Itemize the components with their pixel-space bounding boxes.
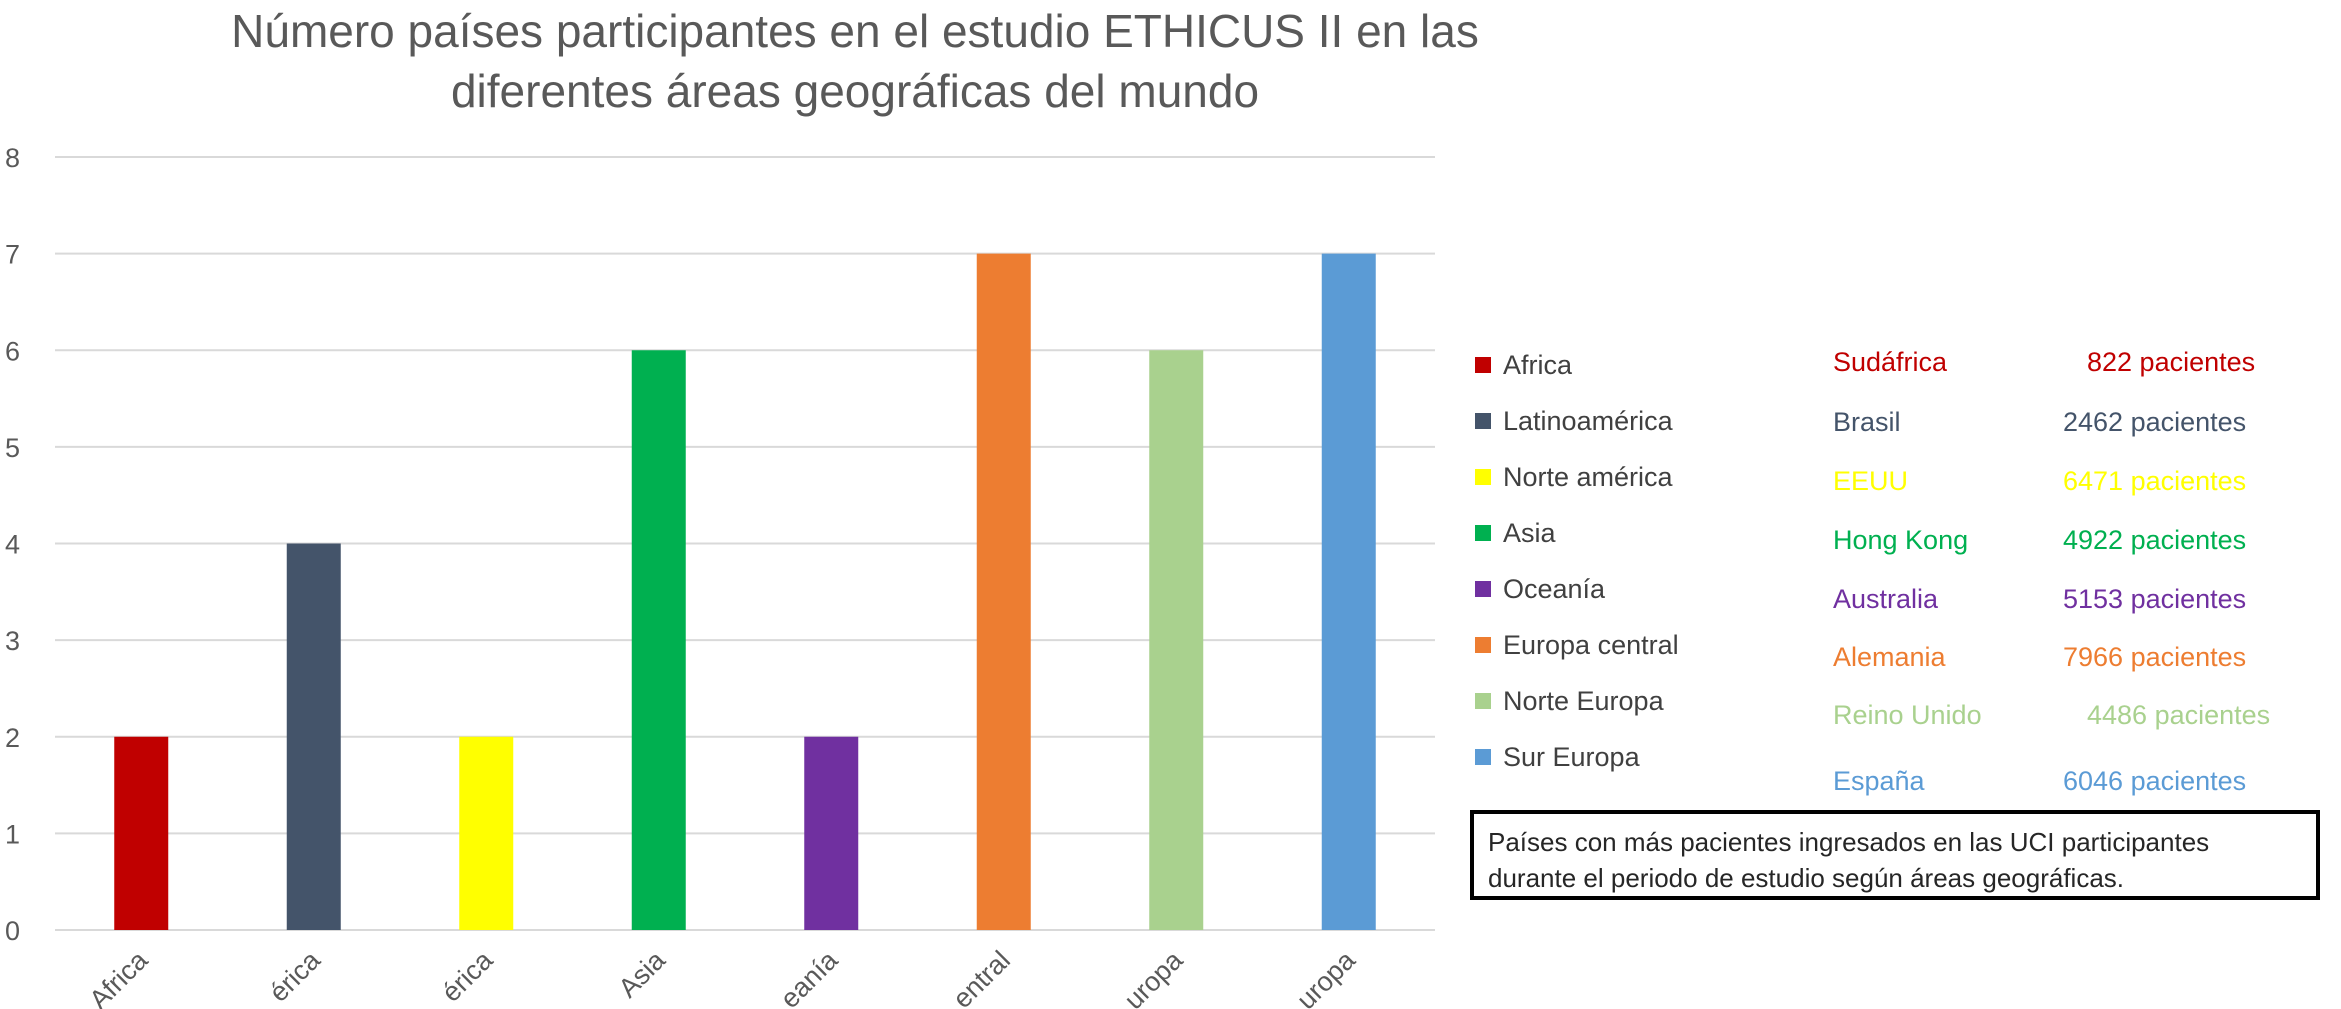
bar [976,253,1031,930]
legend-item-latinoamerica: Latinoamérica [1475,401,1673,441]
country-patients: 4486 pacientes [2087,700,2271,730]
bar [631,350,686,930]
x-tick-label: uropa [1291,944,1362,1009]
country-name: Australia [1833,584,1939,614]
y-tick-label: 3 [5,626,20,656]
x-tick-label: érica [263,944,326,1007]
bar [1149,350,1204,930]
country-patients: 6046 pacientes [2063,766,2247,796]
legend-item-oceania: Oceanía [1475,569,1605,609]
x-axis-ticks: Africa érica érica Asia eanía entral uropa urop… [83,944,1361,1009]
y-tick-label: 4 [5,530,20,560]
y-tick-label: 8 [5,143,20,173]
country-name: Reino Unido [1833,700,1982,730]
x-tick-label: érica [436,944,499,1007]
legend-item-europa-central: Europa central [1475,625,1679,665]
legend-item-africa: Africa [1475,345,1572,385]
legend-swatch [1475,581,1491,597]
legend-label: Norte américa [1503,461,1673,492]
x-tick-label: uropa [1118,944,1189,1009]
y-tick-label: 6 [5,336,20,366]
country-patients: 822 pacientes [2087,347,2256,377]
country-name: Hong Kong [1833,525,1969,555]
legend-swatch [1475,413,1491,429]
legend-label: Oceanía [1503,573,1606,604]
legend-item-sur-europa: Sur Europa [1475,737,1640,777]
country-patients: 5153 pacientes [2063,584,2247,614]
legend-swatch [1475,357,1491,373]
country-patients: 2462 pacientes [2063,407,2247,437]
legend-label: Europa central [1503,629,1679,660]
country-patients: 4922 pacientes [2063,525,2247,555]
x-tick-label: Africa [83,944,154,1009]
chart-title-line-1: Número países participantes en el estudi… [231,5,1479,57]
legend-swatch [1475,525,1491,541]
x-tick-label: eanía [774,944,844,1009]
country-name: Sudáfrica [1833,347,1948,377]
legend-label: Norte Europa [1503,685,1664,716]
country-name: Brasil [1833,407,1901,437]
bars [114,253,1376,930]
country-patients: 7966 pacientes [2063,642,2247,672]
country-patients: 6471 pacientes [2063,466,2247,496]
bar [804,736,859,930]
bar [286,543,341,930]
legend-item-asia: Asia [1475,513,1556,553]
bar [114,736,169,930]
country-name: EEUU [1833,466,1909,496]
legend-label: Sur Europa [1503,741,1640,772]
bar [1321,253,1376,930]
y-tick-label: 1 [5,819,20,849]
bar [459,736,514,930]
legend-item-norte-europa: Norte Europa [1475,681,1664,721]
chart-title-line-2: diferentes áreas geográficas del mundo [451,65,1259,117]
legend-item-norte-america: Norte américa [1475,457,1673,497]
y-tick-label: 0 [5,916,20,946]
legend-swatch [1475,469,1491,485]
gridlines [55,156,1435,931]
y-tick-label: 5 [5,433,20,463]
legend-swatch [1475,749,1491,765]
x-tick-label: entral [947,945,1016,1009]
legend-label: Latinoamérica [1503,405,1673,436]
country-name: Alemania [1833,642,1946,672]
legend-swatch [1475,693,1491,709]
legend-label: Africa [1503,349,1573,380]
note-box: Países con más pacientes ingresados en l… [1470,810,2320,900]
y-tick-label: 2 [5,723,20,753]
legend-swatch [1475,637,1491,653]
y-tick-label: 7 [5,240,20,270]
legend-label: Asia [1503,517,1556,548]
y-axis-ticks: 0 1 2 3 4 5 6 7 8 [5,143,20,946]
country-name: España [1833,766,1925,796]
x-tick-label: Asia [613,944,672,1003]
